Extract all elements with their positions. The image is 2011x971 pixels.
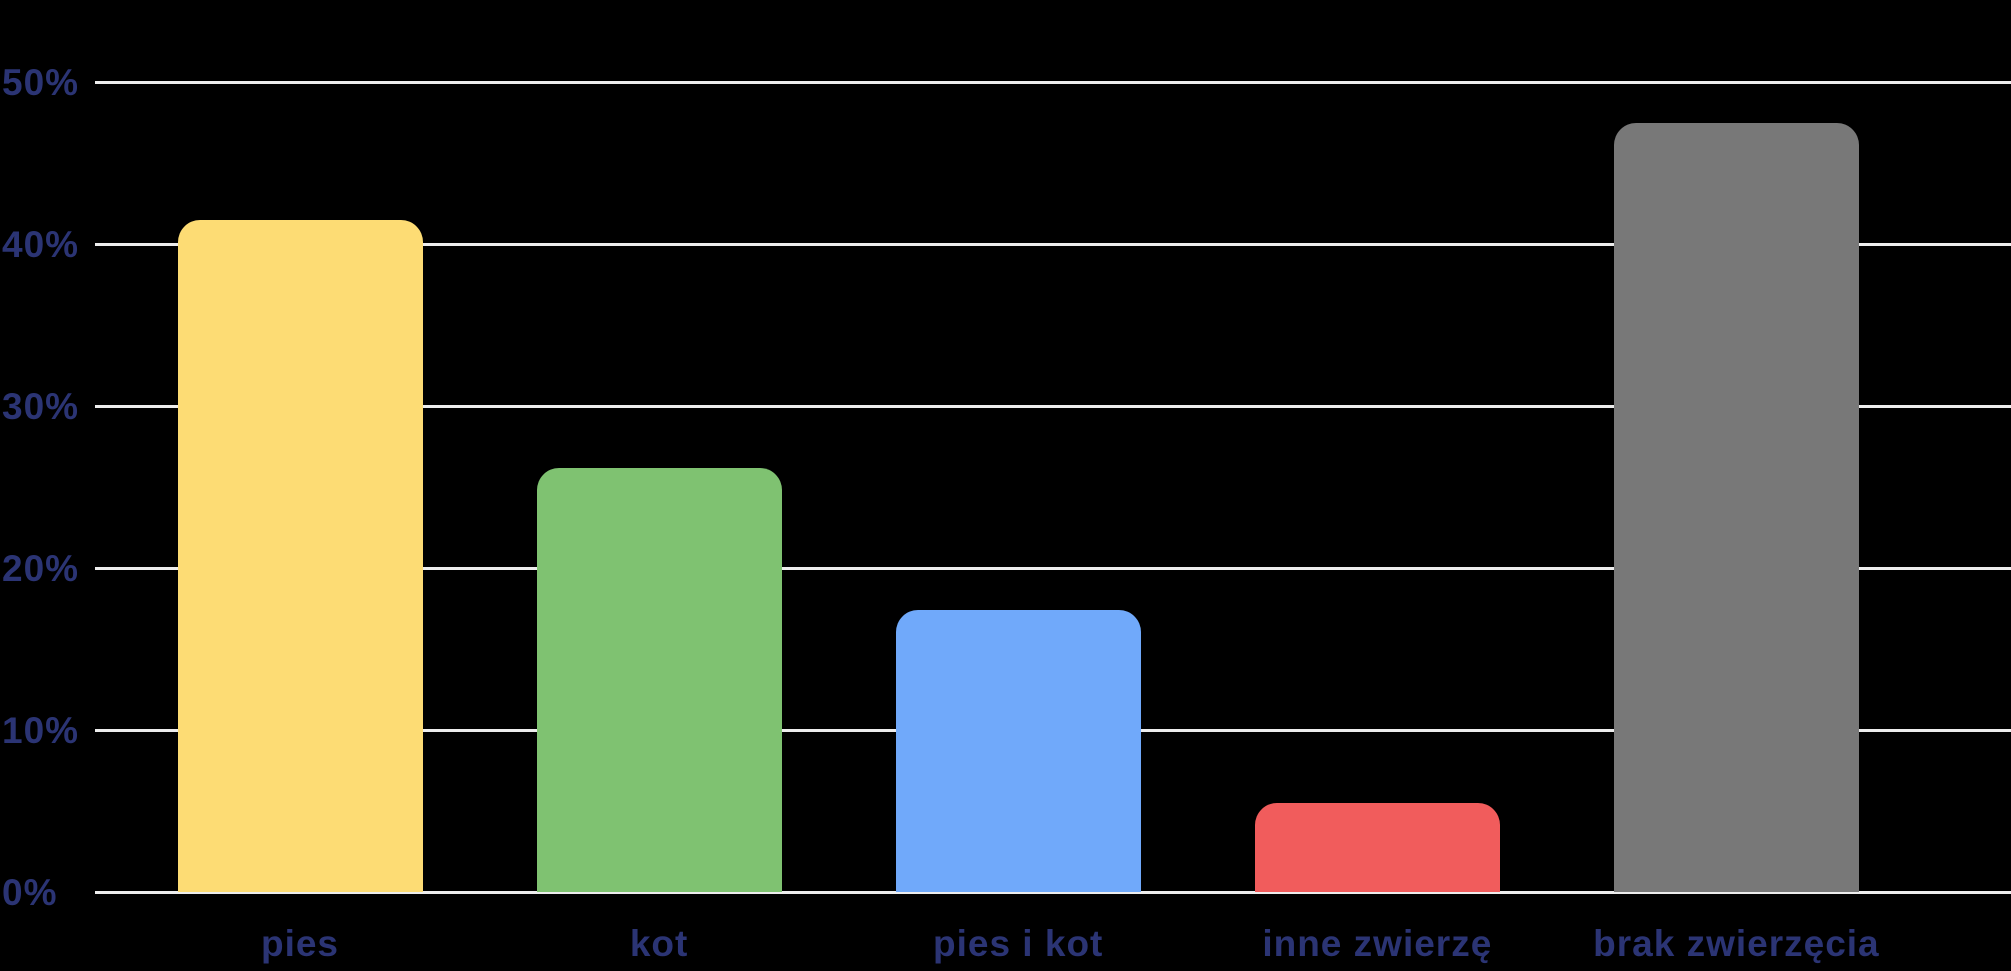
x-axis-category-label: pies xyxy=(260,923,340,964)
bar-pies xyxy=(177,219,423,892)
x-axis-category-label: pies i kot xyxy=(932,923,1104,964)
gridline-40 xyxy=(95,242,2011,246)
y-axis-tick-label: 0% xyxy=(2,872,58,913)
y-axis-tick-label: 10% xyxy=(2,710,80,751)
y-axis-tick-label: 30% xyxy=(2,386,80,427)
y-axis-tick-label: 40% xyxy=(2,224,80,265)
gridline-30 xyxy=(95,404,2011,408)
x-axis-category-label: brak zwierzęcia xyxy=(1593,923,1880,964)
y-axis-tick-label: 20% xyxy=(2,548,80,589)
bar-inne-zwierzę xyxy=(1254,802,1500,892)
bar-brak-zwierzęcia xyxy=(1613,122,1859,892)
gridline-20 xyxy=(95,566,2011,570)
x-axis-category-label: kot xyxy=(629,923,689,964)
gridline-50 xyxy=(95,80,2011,84)
gridline-0 xyxy=(95,890,2011,894)
y-axis-tick-label: 50% xyxy=(2,62,80,103)
x-axis-category-label: inne zwierzę xyxy=(1262,923,1493,964)
bar-pies-i-kot xyxy=(895,610,1141,892)
bar-kot xyxy=(536,467,782,892)
